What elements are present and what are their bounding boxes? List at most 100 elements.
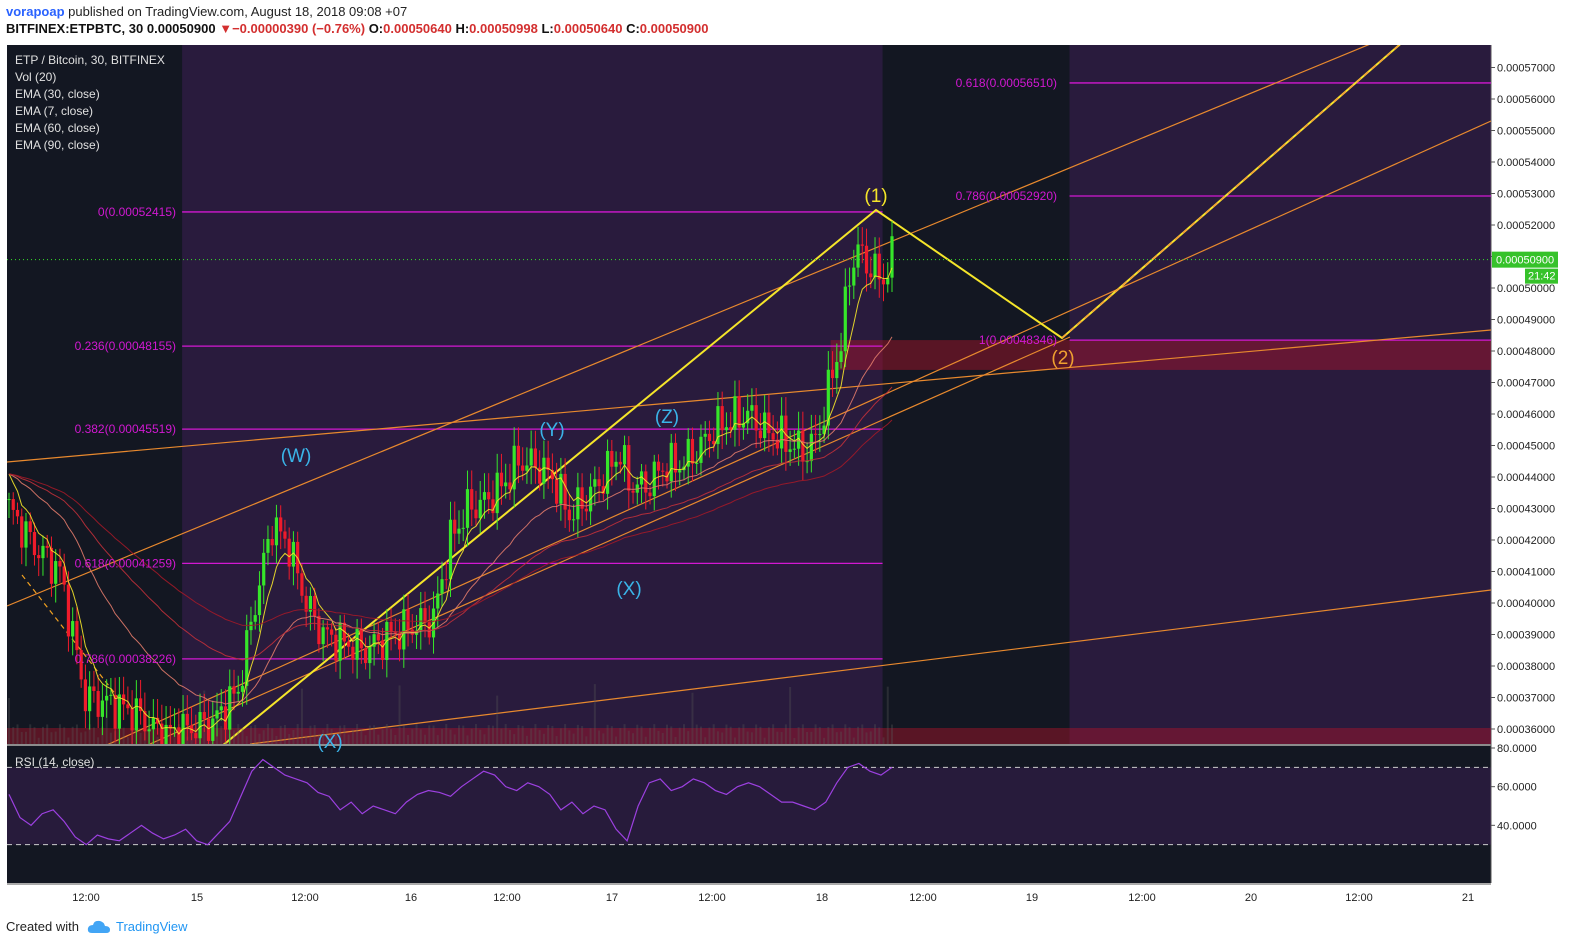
- countdown-label: 21:42: [1528, 271, 1556, 283]
- fib-zone-left: [182, 45, 883, 744]
- volume-bar: [317, 734, 320, 744]
- candle-body: [262, 552, 266, 586]
- candle-body: [478, 499, 482, 519]
- volume-bar: [547, 724, 550, 744]
- price-tick-label: 0.00044000: [1497, 472, 1555, 484]
- volume-bar: [385, 724, 388, 744]
- candle-body: [877, 253, 881, 280]
- volume-bar: [339, 725, 342, 744]
- volume-bar: [356, 724, 359, 744]
- volume-bar: [661, 732, 664, 744]
- candle-body: [330, 629, 334, 635]
- candle-body: [402, 609, 406, 650]
- time-tick-label: 12:00: [698, 892, 726, 904]
- volume-bar: [559, 728, 562, 744]
- price-chart[interactable]: 0.00057000 0.00056000 0.00055000 0.00054000…: [0, 38, 1569, 914]
- volume-bar: [738, 727, 741, 744]
- volume-bar: [793, 737, 796, 744]
- volume-bar: [780, 732, 783, 744]
- created-with-text: Created with: [6, 919, 79, 934]
- candle-body: [151, 717, 155, 730]
- volume-bar: [279, 725, 282, 744]
- volume-bar: [139, 732, 142, 744]
- time-tick-label: 12:00: [493, 892, 521, 904]
- tradingview-link[interactable]: TradingView: [87, 919, 188, 934]
- candle-body: [448, 519, 453, 580]
- volume-bar: [627, 730, 630, 744]
- volume-bar: [606, 724, 609, 744]
- candle-body: [155, 717, 160, 724]
- candle-body: [856, 244, 860, 268]
- volume-bar: [37, 737, 40, 744]
- candle-body: [822, 425, 826, 435]
- fib-label: 0(0.00052415): [98, 205, 176, 219]
- volume-bar: [649, 727, 652, 744]
- candle-body: [206, 718, 211, 741]
- volume-bar: [470, 728, 473, 744]
- candle-body: [712, 441, 716, 445]
- price-axis[interactable]: [1491, 45, 1562, 883]
- candle-body: [228, 686, 232, 730]
- legend-entry: EMA (7, close): [15, 104, 93, 118]
- volume-bar: [530, 728, 533, 744]
- candle-body: [661, 470, 665, 472]
- candle-body: [266, 538, 270, 553]
- candle-body: [818, 434, 822, 436]
- candle-body: [508, 482, 512, 490]
- volume-bar: [504, 724, 507, 744]
- volume-bar: [733, 737, 736, 744]
- candle-body: [359, 628, 363, 649]
- candle-body: [584, 508, 588, 512]
- candle-body: [669, 442, 673, 482]
- candle-body: [11, 499, 15, 510]
- candle-body: [62, 566, 66, 585]
- candle-body: [546, 457, 550, 471]
- volume-bar: [682, 724, 685, 744]
- volume-bar: [670, 726, 673, 744]
- volume-bar: [615, 736, 618, 744]
- candle-body: [240, 685, 245, 692]
- candle-body: [754, 405, 758, 431]
- candle-body: [92, 686, 96, 691]
- candle-body: [487, 492, 491, 500]
- volume-bar: [12, 727, 15, 744]
- volume-bar: [801, 724, 804, 744]
- volume-bar: [657, 730, 660, 744]
- candle-body: [427, 622, 431, 638]
- countdown-tag: [1525, 268, 1558, 284]
- volume-bar: [721, 732, 724, 744]
- volume-bar: [852, 737, 855, 744]
- volume-bar: [517, 725, 520, 744]
- candle-body: [79, 650, 83, 680]
- candle-body: [678, 470, 682, 473]
- main-pane[interactable]: [7, 45, 1491, 744]
- candle-body: [363, 648, 368, 664]
- publish-info: vorapoap published on TradingView.com, A…: [6, 4, 407, 19]
- candle-body: [249, 621, 253, 631]
- candle-body: [881, 279, 886, 285]
- candle-body: [886, 277, 890, 285]
- volume-bar: [8, 698, 10, 744]
- volume-bar: [122, 727, 125, 744]
- time-axis[interactable]: [7, 884, 1491, 910]
- time-tick-label: 12:00: [72, 892, 100, 904]
- volume-bar: [347, 734, 350, 744]
- volume-bar: [109, 732, 112, 744]
- fib-label: 0.382(0.00045519): [75, 422, 176, 436]
- fib-zone-right: [1069, 45, 1491, 744]
- candle-body: [71, 621, 75, 637]
- candle-body: [499, 472, 504, 487]
- volume-bar: [292, 729, 295, 744]
- volume-bar: [54, 731, 57, 744]
- volume-bar: [97, 737, 100, 744]
- price-tick-label: 0.00041000: [1497, 567, 1555, 579]
- candle-body: [270, 538, 274, 546]
- candle-body: [699, 436, 703, 463]
- price-tick-label: 0.00037000: [1497, 693, 1555, 705]
- candle-body: [66, 584, 71, 637]
- volume-bar: [538, 730, 541, 744]
- volume-bar: [271, 728, 274, 744]
- volume-bar: [173, 730, 176, 744]
- author-name[interactable]: vorapoap: [6, 4, 65, 19]
- volume-bar: [326, 724, 329, 744]
